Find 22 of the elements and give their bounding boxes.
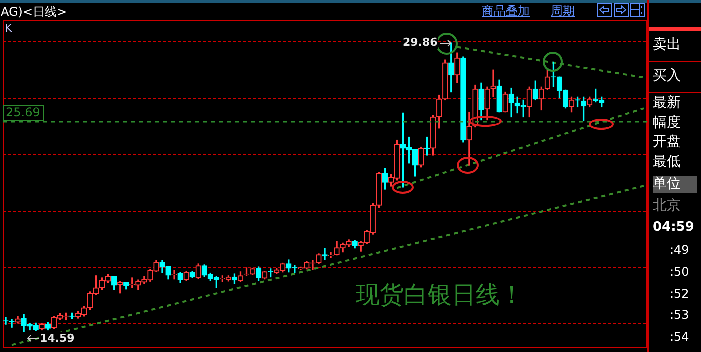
text: 04:59 — [653, 220, 694, 236]
text: :53 — [670, 308, 690, 322]
annotation: 29.86 — [403, 36, 438, 50]
text: 单位 — [653, 176, 697, 193]
text: 周期 — [551, 4, 575, 18]
annotation: K — [5, 22, 12, 36]
text: 买入 — [653, 68, 681, 85]
text: :54 — [670, 330, 690, 344]
text: 开盘 — [653, 134, 681, 151]
chart-title: AG)<日线> — [1, 4, 68, 21]
text: 幅度 — [653, 115, 681, 132]
text: 最新 — [653, 95, 681, 112]
text: :52 — [670, 287, 690, 302]
annotation: 现货白银日线！ — [356, 281, 524, 310]
text: 最低 — [653, 154, 681, 171]
text: 卖出 — [653, 37, 681, 54]
text: :50 — [670, 265, 690, 280]
text: 商品叠加 — [482, 4, 530, 18]
ref-line-label: 25.69 — [6, 106, 40, 120]
text: 北京 — [653, 198, 681, 215]
text: :49 — [670, 243, 690, 258]
annotation: 14.59 — [40, 332, 75, 346]
